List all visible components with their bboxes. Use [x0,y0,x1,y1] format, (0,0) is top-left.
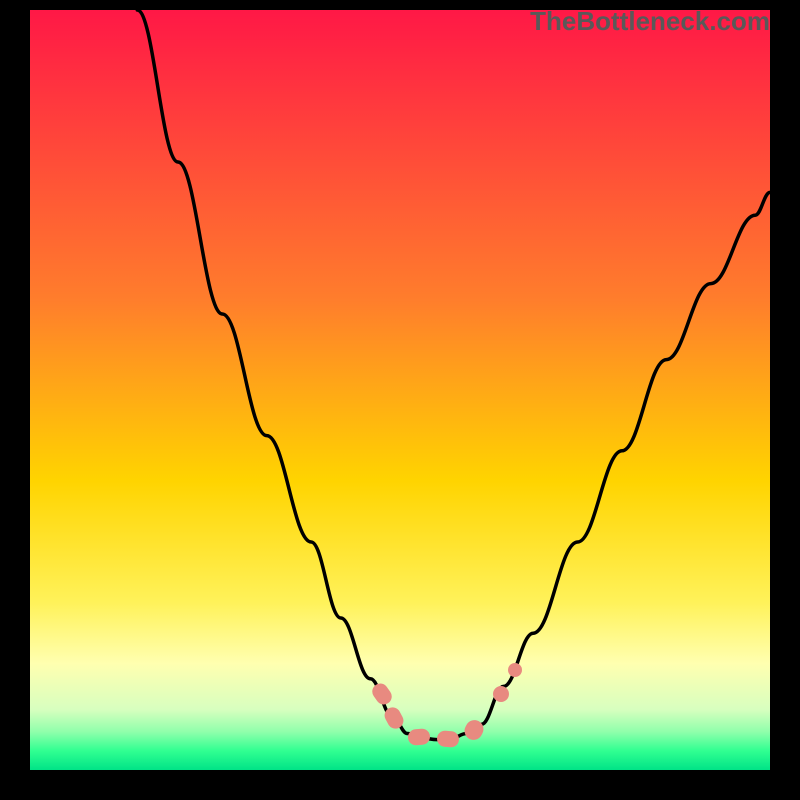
data-marker [382,705,406,732]
data-marker [436,730,459,748]
data-markers-layer [30,10,770,770]
data-marker [369,680,395,707]
data-marker [493,686,509,702]
data-marker [461,717,486,743]
image-frame: TheBottleneck.com [0,0,800,800]
chart-area [30,10,770,770]
data-marker [407,728,430,746]
data-marker [508,663,522,677]
watermark-text: TheBottleneck.com [530,6,770,37]
